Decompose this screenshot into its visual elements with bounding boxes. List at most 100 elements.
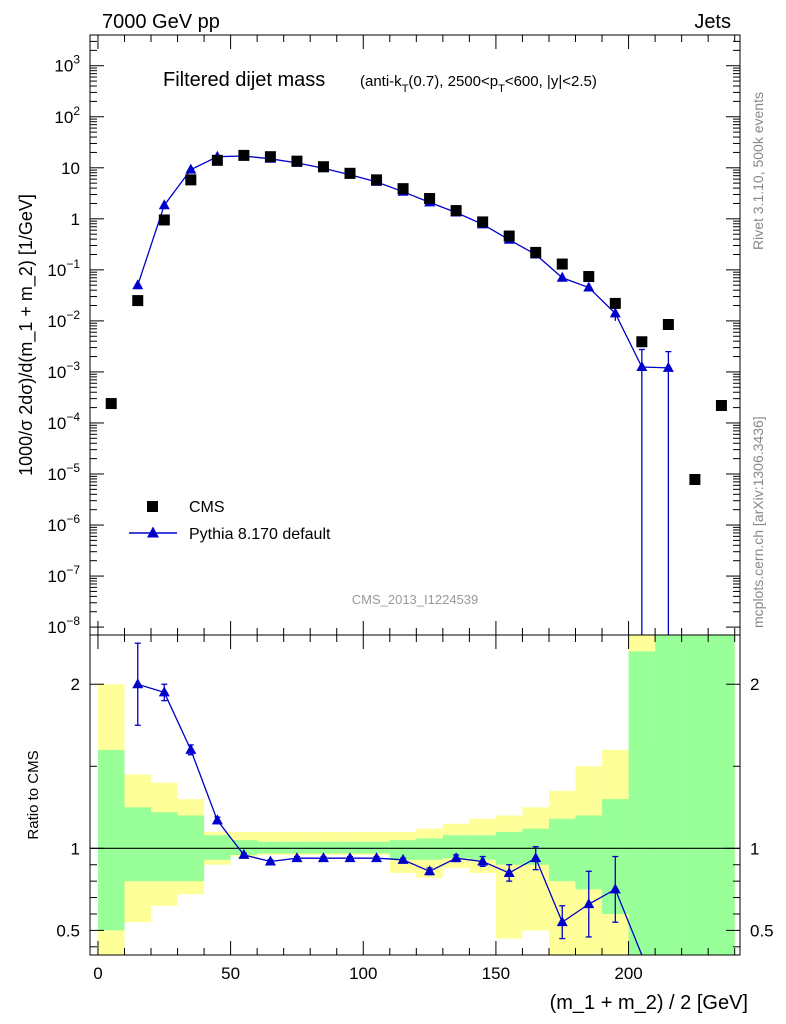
cms-point — [371, 174, 383, 186]
ratio-inner-band — [416, 838, 443, 860]
ratio-point — [291, 852, 303, 863]
cms-point — [583, 271, 595, 283]
y-tick-label: 10 — [61, 159, 80, 178]
ratio-inner-band — [655, 635, 682, 955]
ratio-point — [132, 678, 144, 689]
cms-point — [715, 399, 727, 411]
ratio-y-tick-label-right: 2 — [750, 675, 759, 694]
ratio-point — [371, 852, 383, 863]
ratio-inner-band — [97, 749, 125, 931]
ratio-inner-band — [681, 635, 735, 955]
ratio-point — [344, 852, 356, 863]
ratio-y-axis-title: Ratio to CMS — [25, 750, 42, 839]
cms-point — [185, 174, 197, 186]
legend-cms-marker — [147, 501, 158, 512]
y-tick-label: 10−6 — [47, 512, 80, 535]
ratio-frame — [89, 634, 741, 956]
ratio-inner-band — [151, 812, 178, 882]
cms-point — [397, 183, 409, 195]
cms-point — [636, 336, 648, 348]
ratio-inner-band — [548, 818, 576, 882]
ratio-point — [477, 855, 489, 866]
ratio-y-tick-label-right: 1 — [750, 839, 759, 858]
x-tick-label: 0 — [93, 964, 102, 983]
ratio-inner-band — [442, 835, 470, 859]
ratio-point — [424, 865, 436, 876]
ratio-inner-band — [628, 651, 656, 955]
analysis-watermark: CMS_2013_I1224539 — [352, 592, 479, 607]
cms-point — [609, 297, 621, 309]
pythia-point — [662, 361, 674, 372]
ratio-point — [583, 898, 595, 909]
ratio-point — [503, 866, 515, 877]
ratio-inner-band — [257, 841, 284, 854]
ratio-point — [530, 852, 542, 863]
cms-point — [530, 246, 542, 258]
ratio-y-tick-label: 1 — [71, 839, 80, 858]
y-axis-title: 1000/σ 2dσ)/d(m_1 + m_2) [1/GeV] — [16, 194, 37, 476]
cms-point — [344, 167, 356, 179]
x-tick-label: 100 — [349, 964, 377, 983]
ratio-inner-band — [124, 807, 152, 882]
legend-pythia-marker — [147, 526, 159, 538]
ratio-inner-band — [389, 840, 417, 860]
chart-title: Filtered dijet mass — [163, 69, 325, 91]
pythia-point — [609, 307, 621, 318]
x-tick-label: 50 — [221, 964, 240, 983]
y-tick-label: 10−1 — [47, 257, 80, 280]
ratio-inner-band — [204, 835, 231, 860]
cms-point — [132, 295, 144, 307]
cms-point — [158, 214, 170, 226]
y-tick-label: 10−2 — [47, 308, 80, 331]
ratio-panel: 0 50 100 150 200 0.5 0.5 1 1 2 2 Ratio to CMS (m_1… — [25, 634, 774, 1014]
ratio-y-tick-label-right: 0.5 — [750, 921, 774, 940]
cms-point — [662, 318, 674, 330]
ratio-point — [397, 853, 409, 864]
y-tick-label: 10−5 — [47, 461, 80, 484]
legend-cms-label: CMS — [189, 499, 225, 516]
ratio-point — [158, 686, 170, 697]
y-tick-label: 102 — [54, 104, 80, 127]
cms-point — [264, 151, 276, 163]
chart-title-extra: (anti-kT(0.7), 2500<pT<600, |y|<2.5) — [360, 73, 597, 95]
legend: CMS Pythia 8.170 default — [129, 499, 331, 543]
ratio-inner-band — [336, 841, 364, 854]
pythia-point — [636, 360, 648, 371]
y-tick-label: 10−7 — [47, 563, 80, 586]
ratio-point — [211, 814, 223, 825]
mcplots-label: mcplots.cern.ch [arXiv:1306.3436] — [750, 416, 766, 628]
cms-point — [105, 398, 117, 410]
cms-point — [556, 258, 568, 270]
cms-point — [424, 193, 436, 205]
ratio-line — [137, 683, 643, 956]
y-tick-label: 103 — [54, 53, 80, 76]
main-frame — [89, 34, 741, 636]
cms-point — [211, 154, 223, 166]
energy-label: 7000 GeV pp — [102, 11, 220, 33]
cms-point — [291, 155, 303, 167]
y-tick-label: 1 — [71, 210, 80, 229]
pythia-point — [132, 279, 144, 290]
y-tick-label: 10−3 — [47, 359, 80, 382]
main-panel: 10−8 10−7 10−6 10−5 10−4 10−3 10−2 10−1 1 10 102 10… — [16, 34, 741, 637]
ratio-y-tick-label: 2 — [71, 675, 80, 694]
pythia-point — [556, 271, 568, 282]
y-tick-label: 10−4 — [47, 410, 80, 433]
ratio-point — [264, 855, 276, 866]
cms-point — [689, 474, 701, 486]
process-label: Jets — [694, 11, 731, 33]
ratio-point — [556, 916, 568, 927]
ratio-inner-band — [310, 841, 337, 854]
ratio-point — [609, 883, 621, 894]
cms-point — [477, 216, 489, 228]
pythia-point — [158, 199, 170, 210]
cms-point — [450, 205, 462, 217]
cms-point — [317, 161, 329, 173]
y-tick-label: 10−8 — [47, 614, 80, 637]
x-axis-title: (m_1 + m_2) / 2 [GeV] — [550, 992, 748, 1014]
ratio-inner-band — [283, 841, 311, 854]
cms-point — [238, 149, 250, 161]
legend-pythia-label: Pythia 8.170 default — [189, 526, 331, 543]
pythia-point — [185, 163, 197, 174]
